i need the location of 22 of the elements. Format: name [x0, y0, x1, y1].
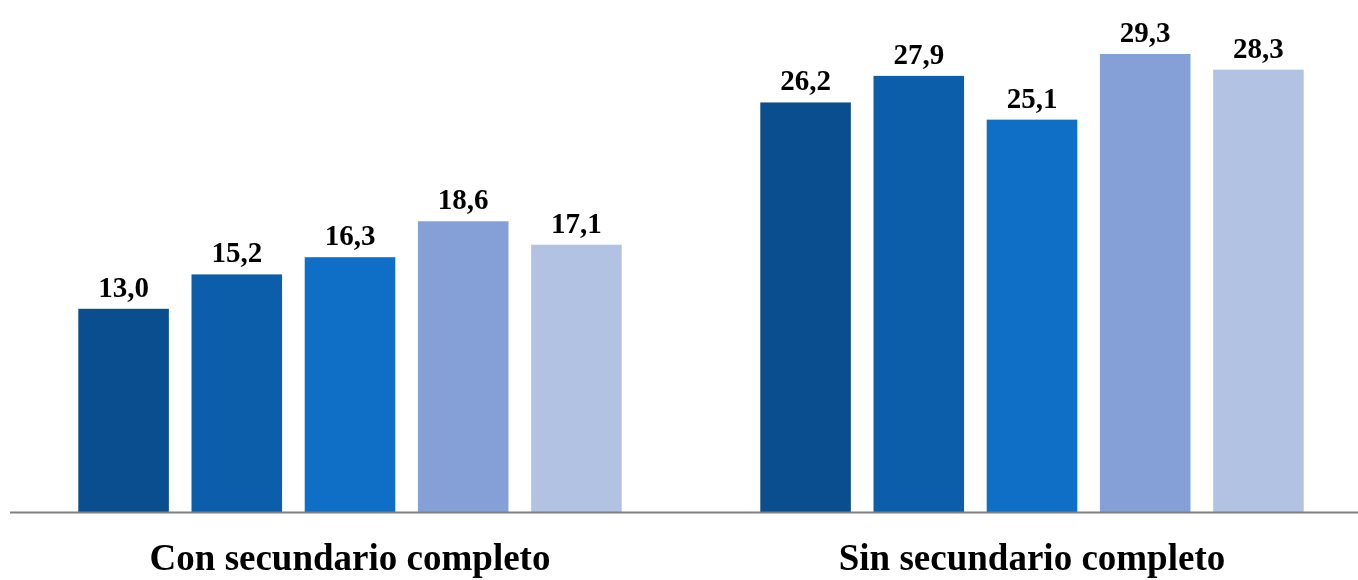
x-tick-label: Sin secundario completo: [838, 537, 1226, 578]
data-label: 13,0: [98, 270, 149, 303]
bar: [417, 221, 509, 512]
bar: [1099, 54, 1191, 512]
bar: [191, 274, 283, 512]
bar: [304, 257, 396, 512]
bar: [986, 119, 1078, 512]
x-tick-label: Con secundario completo: [149, 537, 551, 578]
data-label: 15,2: [211, 236, 263, 269]
data-label: 17,1: [551, 206, 602, 239]
data-label: 16,3: [324, 219, 376, 252]
data-label: 25,1: [1006, 81, 1058, 114]
bar: [873, 75, 965, 512]
data-label: 27,9: [893, 37, 945, 70]
bar: [1213, 69, 1304, 512]
bar: [531, 244, 622, 512]
bar: [78, 308, 169, 512]
data-label: 26,2: [780, 64, 831, 97]
bar: [760, 102, 851, 512]
data-label: 28,3: [1233, 31, 1284, 64]
data-label: 29,3: [1119, 16, 1171, 48]
data-label: 18,6: [437, 183, 489, 216]
